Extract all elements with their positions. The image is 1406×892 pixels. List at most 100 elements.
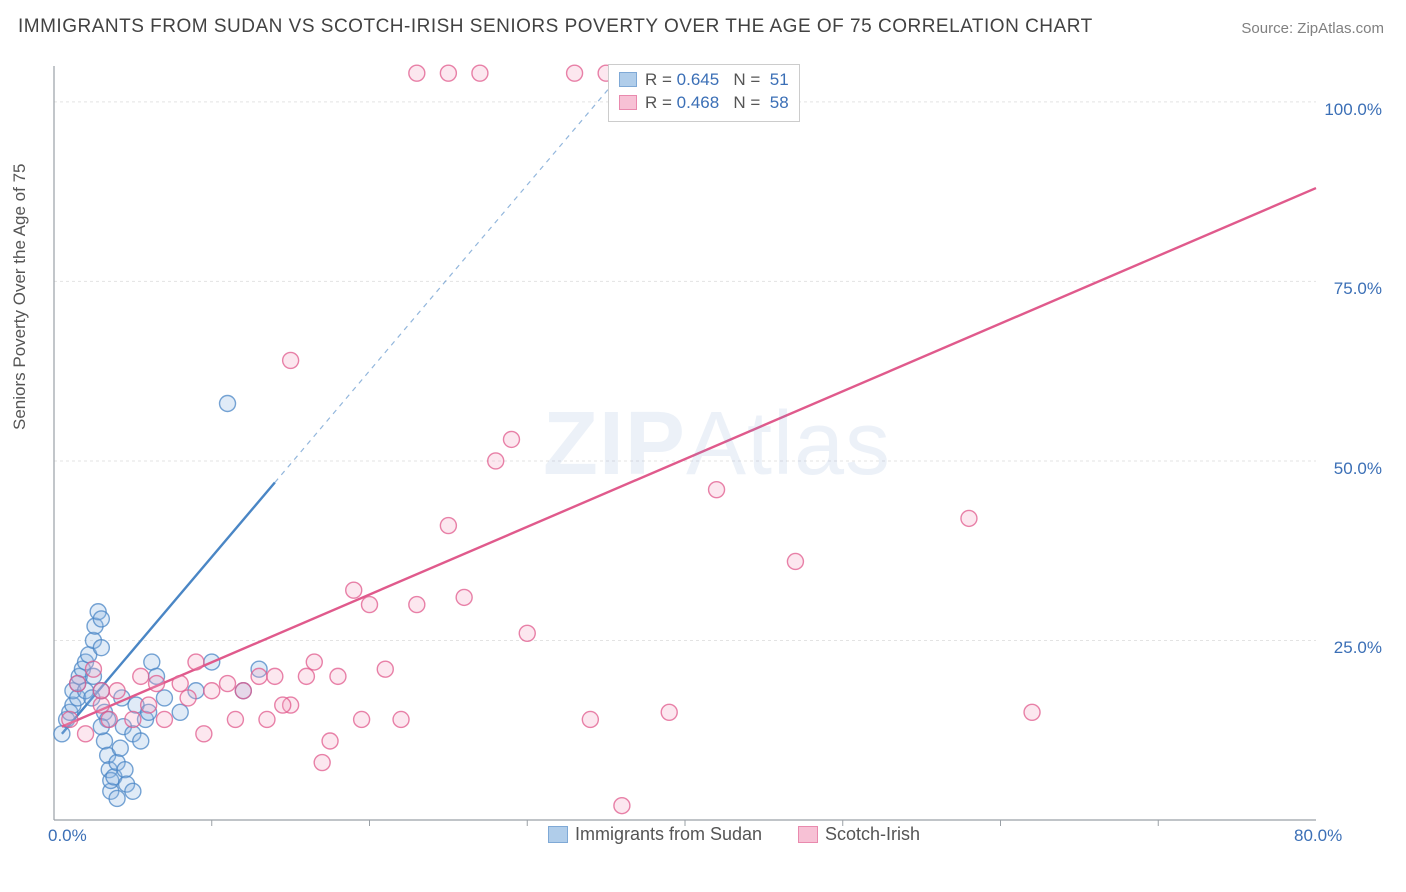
r-label: R = [645, 70, 677, 89]
source-attribution: Source: ZipAtlas.com [1241, 20, 1384, 37]
y-tick-label: 25.0% [1334, 638, 1382, 658]
data-point-scotch [961, 510, 977, 526]
data-point-scotch [409, 597, 425, 613]
data-point-scotch [109, 683, 125, 699]
data-point-scotch [283, 352, 299, 368]
data-point-sudan [156, 690, 172, 706]
data-point-sudan [93, 640, 109, 656]
series-swatch-scotch [798, 826, 818, 843]
data-point-scotch [125, 711, 141, 727]
data-point-scotch [787, 553, 803, 569]
data-point-scotch [235, 683, 251, 699]
data-point-scotch [251, 668, 267, 684]
series-legend-scotch: Scotch-Irish [798, 824, 920, 845]
source-link[interactable]: ZipAtlas.com [1297, 20, 1384, 37]
data-point-scotch [354, 711, 370, 727]
data-point-scotch [172, 676, 188, 692]
data-point-sudan [54, 726, 70, 742]
data-point-scotch [519, 625, 535, 641]
data-point-scotch [227, 711, 243, 727]
data-point-sudan [144, 654, 160, 670]
data-point-scotch [78, 726, 94, 742]
data-point-scotch [306, 654, 322, 670]
data-point-sudan [109, 790, 125, 806]
legend-row-scotch: R = 0.468 N = 58 [619, 92, 789, 115]
data-point-scotch [393, 711, 409, 727]
r-label: R = [645, 93, 677, 112]
series-legend-sudan: Immigrants from Sudan [548, 824, 762, 845]
y-tick-label: 50.0% [1334, 459, 1382, 479]
n-label: N = [719, 70, 765, 89]
data-point-scotch [267, 668, 283, 684]
x-tick-label: 80.0% [1294, 826, 1342, 846]
series-label-scotch: Scotch-Irish [825, 824, 920, 844]
data-point-sudan [112, 740, 128, 756]
data-point-scotch [1024, 704, 1040, 720]
data-point-scotch [440, 65, 456, 81]
y-tick-label: 100.0% [1324, 100, 1382, 120]
legend-row-sudan: R = 0.645 N = 51 [619, 69, 789, 92]
series-swatch-sudan [548, 826, 568, 843]
n-label: N = [719, 93, 765, 112]
data-point-scotch [85, 661, 101, 677]
n-value-scotch: 58 [765, 93, 789, 112]
data-point-scotch [133, 668, 149, 684]
data-point-scotch [93, 697, 109, 713]
data-point-scotch [567, 65, 583, 81]
y-axis-label: Seniors Poverty Over the Age of 75 [10, 164, 30, 430]
n-value-sudan: 51 [765, 70, 789, 89]
data-point-scotch [196, 726, 212, 742]
data-point-scotch [582, 711, 598, 727]
r-value-scotch: 0.468 [677, 93, 720, 112]
trend-extension-sudan [275, 73, 622, 482]
data-point-scotch [440, 518, 456, 534]
y-tick-label: 75.0% [1334, 279, 1382, 299]
data-point-scotch [156, 711, 172, 727]
data-point-scotch [346, 582, 362, 598]
data-point-sudan [125, 783, 141, 799]
x-tick-label: 0.0% [48, 826, 87, 846]
data-point-scotch [409, 65, 425, 81]
series-label-sudan: Immigrants from Sudan [575, 824, 762, 844]
data-point-sudan [133, 733, 149, 749]
trend-line-scotch [62, 188, 1316, 727]
data-point-scotch [314, 755, 330, 771]
data-point-scotch [362, 597, 378, 613]
data-point-scotch [488, 453, 504, 469]
source-prefix: Source: [1241, 20, 1297, 37]
data-point-scotch [330, 668, 346, 684]
data-point-sudan [93, 611, 109, 627]
data-point-scotch [456, 589, 472, 605]
chart-title: IMMIGRANTS FROM SUDAN VS SCOTCH-IRISH SE… [18, 16, 1093, 38]
data-point-scotch [709, 482, 725, 498]
data-point-sudan [220, 396, 236, 412]
scatter-svg [48, 60, 1386, 850]
data-point-scotch [298, 668, 314, 684]
legend-swatch-sudan [619, 72, 637, 87]
r-value-sudan: 0.645 [677, 70, 720, 89]
legend-swatch-scotch [619, 95, 637, 110]
data-point-sudan [172, 704, 188, 720]
data-point-scotch [259, 711, 275, 727]
data-point-scotch [149, 676, 165, 692]
data-point-scotch [275, 697, 291, 713]
data-point-scotch [614, 798, 630, 814]
data-point-sudan [96, 733, 112, 749]
data-point-scotch [180, 690, 196, 706]
data-point-sudan [117, 762, 133, 778]
data-point-scotch [70, 676, 86, 692]
data-point-scotch [377, 661, 393, 677]
data-point-scotch [503, 431, 519, 447]
data-point-scotch [93, 683, 109, 699]
data-point-scotch [101, 711, 117, 727]
data-point-scotch [472, 65, 488, 81]
plot-area: ZIPAtlas 25.0%50.0%75.0%100.0%0.0%80.0%R… [48, 60, 1386, 850]
data-point-scotch [220, 676, 236, 692]
data-point-scotch [188, 654, 204, 670]
data-point-scotch [62, 711, 78, 727]
data-point-scotch [141, 697, 157, 713]
data-point-scotch [661, 704, 677, 720]
data-point-scotch [322, 733, 338, 749]
data-point-scotch [204, 683, 220, 699]
correlation-legend: R = 0.645 N = 51R = 0.468 N = 58 [608, 64, 800, 122]
